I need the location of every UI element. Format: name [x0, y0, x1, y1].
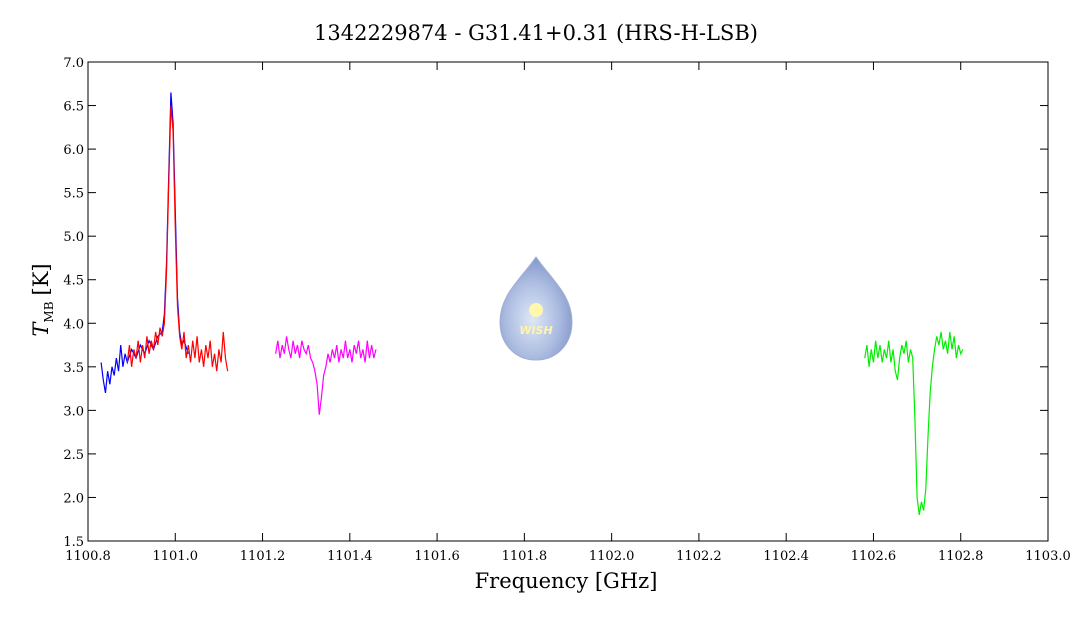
x-tick-label: 1102.4: [763, 549, 809, 564]
chart-title: 1342229874 - G31.41+0.31 (HRS-H-LSB): [314, 21, 758, 45]
x-tick-label: 1101.6: [414, 549, 460, 564]
x-tick-label: 1103.0: [1025, 549, 1071, 564]
y-tick-label: 5.5: [63, 187, 84, 202]
y-label-subscript: MB: [42, 301, 56, 322]
y-tick-label: 4.5: [63, 274, 84, 289]
y-tick-label: 3.5: [63, 361, 84, 376]
spectrum-line: [864, 331, 964, 515]
x-tick-label: 1102.8: [938, 549, 984, 564]
logo-star: [529, 303, 543, 317]
x-tick-label: 1102.0: [589, 549, 635, 564]
y-tick-label: 4.0: [63, 317, 84, 332]
y-tick-label: 3.0: [63, 404, 84, 419]
x-tick-label: 1102.6: [851, 549, 897, 564]
y-tick-label: 1.5: [63, 535, 84, 550]
y-tick-label: 2.0: [63, 491, 84, 506]
x-tick-label: 1101.0: [153, 549, 199, 564]
y-tick-label: 2.5: [63, 448, 84, 463]
spectrum-line: [275, 336, 377, 415]
y-tick-label: 5.0: [63, 230, 84, 245]
spectrum-line: [126, 105, 229, 372]
x-axis-label: Frequency [GHz]: [475, 569, 658, 593]
y-tick-label: 6.0: [63, 143, 84, 158]
logo: WISH: [499, 256, 573, 361]
plot-frame: [87, 61, 1049, 542]
y-label-symbol: T: [29, 321, 53, 337]
x-tick-label: 1102.2: [676, 549, 722, 564]
y-tick-label: 7.0: [63, 56, 84, 71]
y-tick-label: 6.5: [63, 100, 84, 115]
y-axis-label: TMB [K]: [29, 263, 56, 336]
x-tick-label: 1101.2: [240, 549, 286, 564]
x-tick-label: 1101.8: [502, 549, 548, 564]
x-tick-label: 1100.8: [65, 549, 111, 564]
x-tick-label: 1101.4: [327, 549, 373, 564]
y-label-unit: [K]: [29, 263, 53, 295]
logo-text: WISH: [519, 324, 552, 337]
